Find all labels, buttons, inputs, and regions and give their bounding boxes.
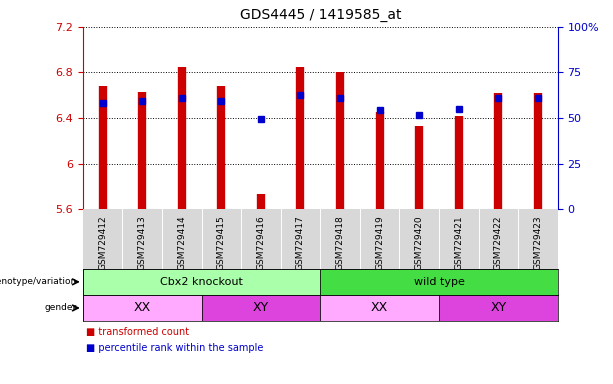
Bar (83, 269, 321, 295)
Text: Cbx2 knockout: Cbx2 knockout (160, 277, 243, 287)
Bar (321, 295, 439, 321)
Text: gender: gender (44, 303, 77, 313)
Text: ■ percentile rank within the sample: ■ percentile rank within the sample (86, 343, 263, 353)
Text: genotype/variation: genotype/variation (0, 277, 77, 286)
Bar (321, 269, 558, 295)
Bar (83, 295, 202, 321)
Bar (439, 295, 558, 321)
Text: XX: XX (134, 301, 151, 314)
Text: XX: XX (371, 301, 388, 314)
Bar (202, 295, 321, 321)
Text: ■ transformed count: ■ transformed count (86, 327, 189, 337)
Text: XY: XY (253, 301, 269, 314)
Title: GDS4445 / 1419585_at: GDS4445 / 1419585_at (240, 8, 401, 22)
Text: wild type: wild type (414, 277, 465, 287)
Text: XY: XY (490, 301, 506, 314)
